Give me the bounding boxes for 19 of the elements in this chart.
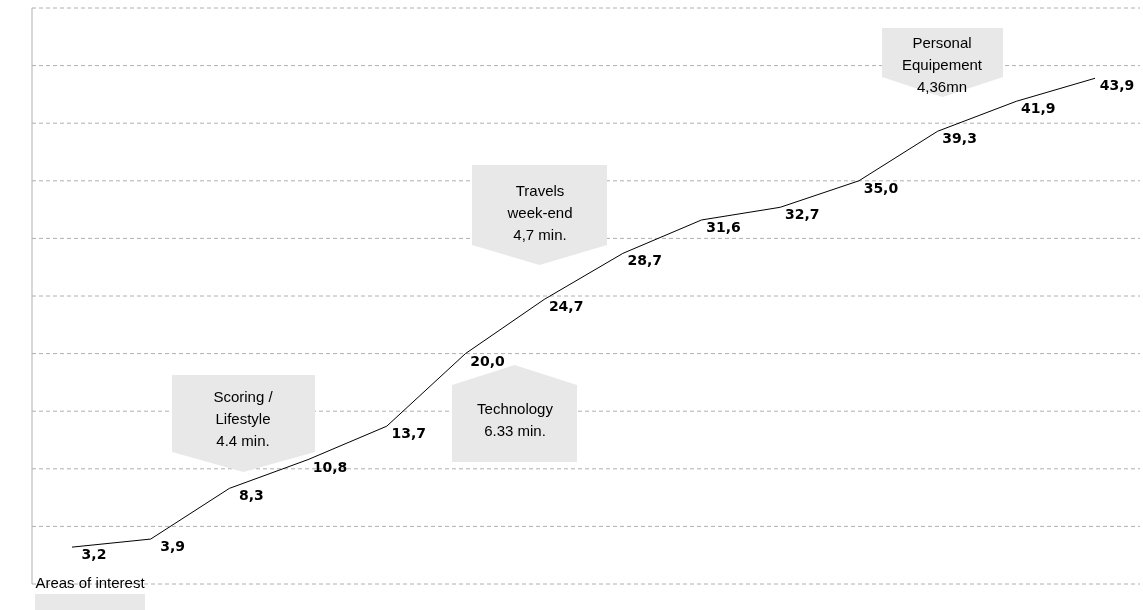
data-label: 24,7 xyxy=(548,298,584,315)
data-label: 39,3 xyxy=(942,130,977,147)
data-label: 3,2 xyxy=(81,546,107,563)
data-label: 13,7 xyxy=(391,425,427,442)
annotation: Scoring / Lifestyle 4.4 min. xyxy=(213,388,274,449)
data-label: 41,9 xyxy=(1021,100,1056,117)
data-label: 43,9 xyxy=(1099,77,1135,94)
data-label: 35,0 xyxy=(863,179,899,196)
annotation: Technology 6.33 min. xyxy=(477,400,554,439)
data-label: 8,3 xyxy=(238,487,264,504)
data-label: 32,7 xyxy=(784,206,820,223)
data-label: 28,7 xyxy=(627,252,663,269)
annotation: Personal Equipement 4,36mn xyxy=(901,34,983,95)
annotation: Travels week-end 4,7 min. xyxy=(506,182,573,243)
data-label: 3,9 xyxy=(160,538,186,555)
data-label: 10,8 xyxy=(312,458,348,475)
data-label: 31,6 xyxy=(706,218,741,235)
data-label: 20,0 xyxy=(470,352,505,369)
annotation: Areas of interest xyxy=(35,574,146,591)
